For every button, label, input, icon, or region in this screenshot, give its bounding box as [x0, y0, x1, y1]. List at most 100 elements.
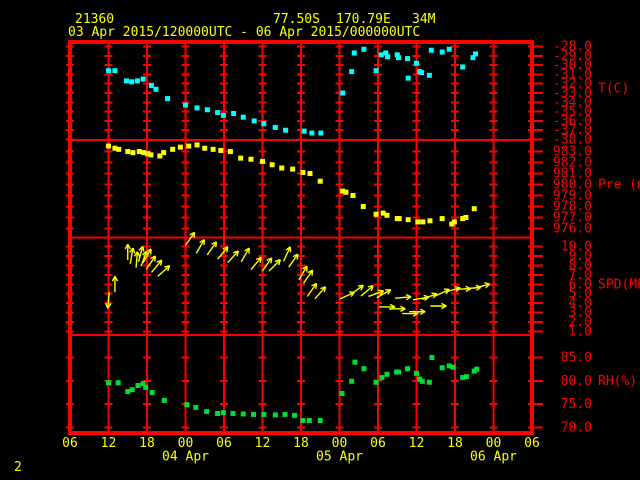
wind-arrow [227, 250, 240, 264]
svg-text:983.0: 983.0 [553, 145, 592, 160]
plot-border [68, 40, 534, 435]
svg-text:979.0: 979.0 [553, 189, 592, 204]
svg-text:980.0: 980.0 [553, 178, 592, 193]
svg-text:18: 18 [139, 436, 155, 451]
relative_humidity-series [106, 354, 480, 423]
svg-text:06: 06 [524, 436, 540, 451]
wind_speed-axis-title: SPD(MPS) [598, 277, 640, 292]
svg-text:-31.0: -31.0 [553, 67, 592, 82]
svg-text:-28.0: -28.0 [553, 39, 592, 54]
date-label: 06 Apr [470, 450, 517, 465]
svg-text:8.0: 8.0 [569, 258, 592, 273]
svg-text:18: 18 [293, 436, 309, 451]
wind-arrow [111, 275, 119, 293]
wind-arrow [105, 292, 112, 309]
wind-arrow [261, 257, 273, 272]
svg-text:12: 12 [101, 436, 117, 451]
wind-arrow [288, 253, 299, 268]
wind-arrow [474, 282, 491, 289]
pressure-series [106, 142, 477, 227]
svg-text:-37.0: -37.0 [553, 123, 592, 138]
svg-text:-29.0: -29.0 [553, 49, 592, 64]
svg-text:1.0: 1.0 [569, 325, 592, 340]
wind-arrow [306, 282, 318, 297]
x-axis-labels: 06 12 18 00 06 12 18 00 06 12 18 00 06 04 Apr 05 Apr 06… [62, 436, 540, 465]
svg-text:-38.0: -38.0 [553, 133, 592, 148]
svg-text:5.0: 5.0 [569, 287, 592, 302]
date-label: 04 Apr [162, 450, 209, 465]
wind-arrow [184, 231, 196, 246]
svg-text:06: 06 [370, 436, 386, 451]
date-label: 05 Apr [316, 450, 363, 465]
wind-arrow [157, 265, 171, 277]
svg-text:4.0: 4.0 [569, 296, 592, 311]
svg-text:7.0: 7.0 [569, 268, 592, 283]
temperature-axis-title: T(C) [598, 81, 629, 96]
station-latitude: 77.50S [273, 12, 320, 27]
svg-text:-34.0: -34.0 [553, 95, 592, 110]
station-elevation: 34M [412, 12, 436, 27]
temperature-series [106, 46, 479, 136]
svg-text:85.0: 85.0 [561, 350, 592, 365]
svg-text:981.0: 981.0 [553, 167, 592, 182]
svg-text:982.0: 982.0 [553, 156, 592, 171]
time-range: 03 Apr 2015/120000UTC - 06 Apr 2015/0000… [68, 25, 421, 40]
wind-arrow [150, 259, 163, 273]
wind-arrow [250, 256, 262, 271]
wind-arrow [124, 243, 131, 261]
svg-text:-36.0: -36.0 [553, 114, 592, 129]
svg-text:75.0: 75.0 [561, 397, 592, 412]
wind-arrow [217, 246, 229, 260]
svg-text:-32.0: -32.0 [553, 77, 592, 92]
svg-text:977.0: 977.0 [553, 210, 592, 225]
wind-arrow [349, 284, 365, 296]
wind-arrow [360, 285, 374, 297]
wind-arrow [314, 286, 327, 300]
wind-arrow [282, 246, 292, 262]
wind-arrow [195, 238, 205, 254]
svg-text:06: 06 [62, 436, 78, 451]
wind-arrow [298, 265, 308, 281]
grid [66, 42, 543, 433]
page-number: 2 [14, 460, 22, 475]
svg-text:18: 18 [447, 436, 463, 451]
wind-arrow [389, 305, 406, 313]
station-longitude: 170.79E [336, 12, 391, 27]
svg-text:-30.0: -30.0 [553, 58, 592, 73]
wind-arrow [129, 247, 136, 264]
svg-text:00: 00 [332, 436, 348, 451]
wind-arrow [137, 245, 145, 262]
svg-text:70.0: 70.0 [561, 420, 592, 435]
svg-text:976.0: 976.0 [553, 221, 592, 236]
pressure-axis-title: Pre (mb) [598, 178, 640, 193]
wind-arrow [376, 289, 392, 299]
wind-arrow [434, 288, 450, 297]
wind-arrow [133, 251, 141, 268]
wind-arrow [430, 302, 447, 310]
svg-text:10.0: 10.0 [561, 239, 592, 254]
svg-text:978.0: 978.0 [553, 200, 592, 215]
svg-text:-33.0: -33.0 [553, 86, 592, 101]
svg-text:3.0: 3.0 [569, 306, 592, 321]
svg-text:12: 12 [255, 436, 271, 451]
wind-arrow [302, 269, 314, 284]
wind-arrow [268, 259, 282, 272]
wind-arrow [145, 255, 157, 270]
svg-text:-35.0: -35.0 [553, 105, 592, 120]
relative_humidity-axis-title: RH(%) [598, 374, 637, 389]
wind-arrow [240, 247, 250, 263]
wind-arrow [394, 293, 412, 301]
svg-text:12: 12 [409, 436, 425, 451]
svg-text:2.0: 2.0 [569, 315, 592, 330]
svg-text:06: 06 [216, 436, 232, 451]
wind-arrow [142, 248, 152, 264]
svg-text:00: 00 [486, 436, 502, 451]
wind-arrow [206, 241, 218, 256]
wind_speed-series [105, 231, 491, 317]
svg-text:80.0: 80.0 [561, 374, 592, 389]
wind-arrow [409, 308, 426, 315]
svg-text:6.0: 6.0 [569, 277, 592, 292]
station-id: 21360 [75, 12, 115, 27]
